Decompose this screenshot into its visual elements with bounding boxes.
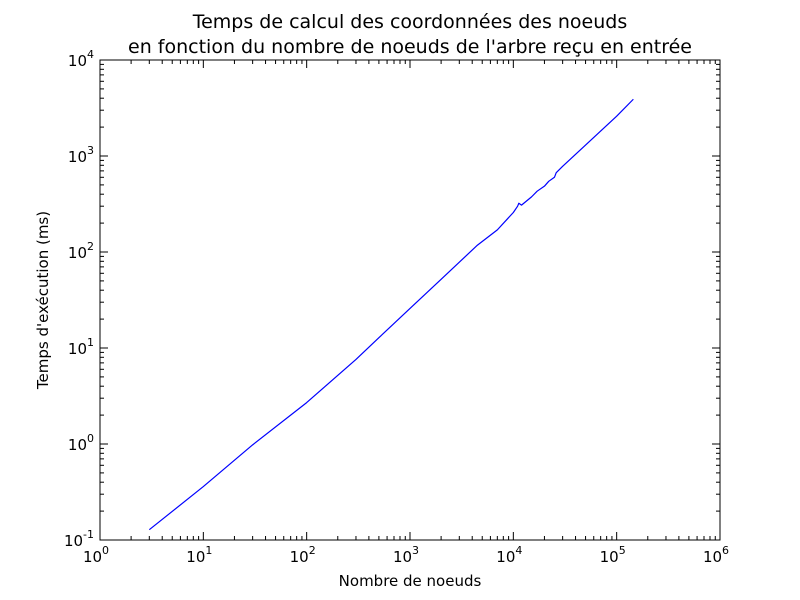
x-tick-label: 102 bbox=[290, 544, 316, 566]
y-tick-label: 10-1 bbox=[64, 528, 94, 550]
y-axis-ticks: 10-1 100 101 102 103 104 bbox=[64, 48, 720, 550]
x-axis-label: Nombre de noeuds bbox=[339, 572, 482, 590]
x-tick-label: 100 bbox=[83, 544, 109, 566]
y-tick-label: 101 bbox=[68, 336, 94, 358]
x-tick-label: 105 bbox=[600, 544, 626, 566]
chart-title-line: en fonction du nombre de noeuds de l'arb… bbox=[128, 36, 692, 58]
chart-title-line: Temps de calcul des coordonnées des noeu… bbox=[192, 11, 628, 33]
series-line bbox=[148, 98, 634, 531]
x-axis-ticks: 100 101 102 103 104 105 106 bbox=[83, 60, 729, 566]
y-axis-label: Temps d'exécution (ms) bbox=[34, 211, 52, 390]
plot-frame bbox=[99, 59, 721, 541]
x-tick-label: 103 bbox=[393, 544, 419, 566]
y-tick-label: 102 bbox=[68, 240, 94, 262]
x-tick-label: 106 bbox=[703, 544, 729, 566]
y-tick-label: 104 bbox=[68, 48, 94, 70]
y-tick-label: 103 bbox=[68, 144, 94, 166]
x-tick-label: 104 bbox=[496, 544, 522, 566]
x-tick-label: 101 bbox=[186, 544, 212, 566]
plot-area bbox=[99, 59, 721, 541]
chart-title: Temps de calcul des coordonnées des noeu… bbox=[128, 11, 692, 58]
y-tick-label: 100 bbox=[68, 432, 94, 454]
